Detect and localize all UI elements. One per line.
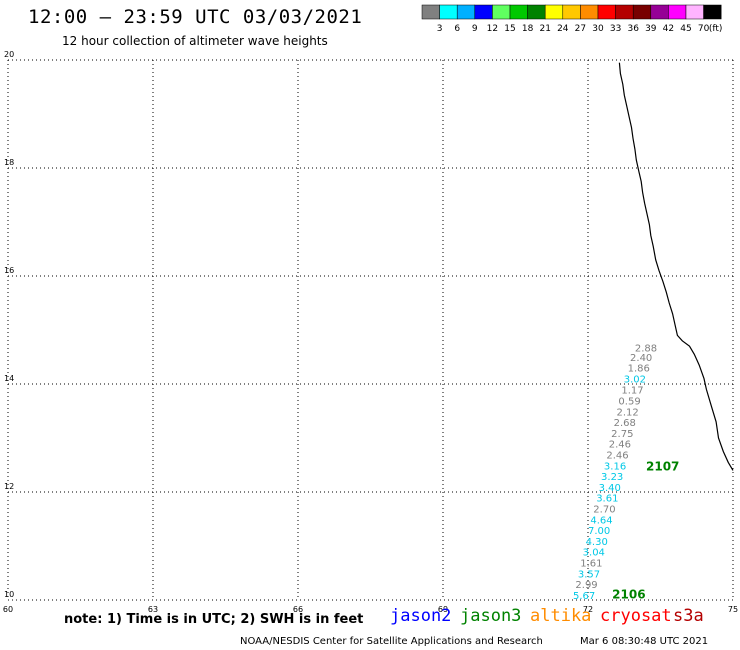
colorbar-tick-label: 27 [575,24,586,34]
wave-height-point: 2.46 [609,440,631,451]
wave-height-point: 3.04 [583,548,605,559]
chart-grid [7,59,734,601]
axis-tick-labels: 60 63 66 69 72 75 10 12 14 16 18 20 [3,50,738,614]
wave-height-point: 3.02 [624,374,646,385]
colorbar-tick-label: 15 [504,24,515,34]
x-tick-label: 60 [3,605,13,614]
colorbar-tick-label: 12 [487,24,498,34]
colorbar-swatch [421,4,440,20]
legend-s3a: s3a [673,606,704,626]
colorbar-swatch [562,4,581,20]
color-scale-legend: 3 6 9 12 15 18 21 24 27 30 33 36 39 42 45 70 (ft) [421,4,723,34]
wave-height-point: 3.23 [601,472,623,483]
wave-height-point: 3.40 [599,483,621,494]
coastline [618,62,734,471]
x-tick-label: 66 [293,605,303,614]
wave-height-points: 2.882.401.863.021.170.592.122.682.752.46… [573,344,679,602]
colorbar-swatch [668,4,687,20]
legend-jason2: jason2 [390,606,452,626]
colorbar-swatch [439,4,458,20]
wave-height-point: 4.64 [590,515,612,526]
wave-height-point: 0.59 [618,397,640,408]
track-number-label: 2107 [646,459,679,473]
chart-title: 12:00 – 23:59 UTC 03/03/2021 [28,6,363,28]
colorbar-tick-label: 3 [437,24,443,34]
colorbar-tick-label: 21 [539,24,550,34]
colorbar-swatch [580,4,599,20]
wave-height-point: 7.00 [588,526,610,537]
wave-height-point: 1.86 [628,364,650,375]
legend-cryosat: cryosat [600,606,672,626]
wave-height-point: 5.67 [573,591,595,602]
colorbar-swatch [615,4,634,20]
wave-height-point: 2.99 [575,580,597,591]
colorbar-swatch [544,4,564,20]
legend-jason3: jason3 [460,606,522,626]
legend-altika: altika [530,606,592,626]
footer-timestamp: Mar 6 08:30:48 UTC 2021 [580,636,709,647]
colorbar-tick-label: 9 [472,24,478,34]
wave-height-point: 1.17 [621,386,643,397]
y-tick-label: 14 [4,374,14,383]
x-tick-label: 75 [728,605,738,614]
wave-height-point: 3.61 [596,494,618,505]
colorbar-swatch [474,4,493,20]
colorbar-tick-label: 33 [610,24,621,34]
colorbar-swatch [492,4,511,20]
colorbar-swatch [456,4,476,20]
colorbar-swatch [703,4,722,20]
colorbar-swatch [597,4,616,20]
y-tick-label: 16 [4,266,14,275]
note-text: note: 1) Time is in UTC; 2) SWH is in fe… [64,612,364,627]
colorbar-tick-label: 30 [592,24,604,34]
wave-height-point: 2.88 [635,344,657,355]
wave-height-point: 1.61 [580,559,602,570]
wave-height-point: 2.46 [606,451,628,462]
y-tick-label: 12 [4,482,14,491]
track-number-label: 2106 [612,587,645,601]
colorbar-swatch [685,4,704,20]
footer-organization: NOAA/NESDIS Center for Satellite Applica… [240,636,543,647]
y-tick-label: 10 [4,590,14,599]
x-tick-label: 63 [148,605,158,614]
coastline-map [618,62,734,471]
colorbar-tick-label: 24 [557,24,569,34]
colorbar-tick-label: 39 [645,24,657,34]
wave-height-point: 2.70 [593,505,615,516]
colorbar-unit-label: (ft) [709,24,723,34]
wave-height-point: 4.30 [586,537,608,548]
colorbar-tick-label: 36 [627,24,639,34]
colorbar-swatch [527,4,546,20]
colorbar-swatch [509,4,528,20]
colorbar-tick-label: 18 [522,24,534,34]
colorbar-tick-label: 42 [663,24,674,34]
wave-height-point: 2.12 [617,407,639,418]
wave-height-point: 2.40 [630,353,652,364]
colorbar-tick-label: 6 [454,24,460,34]
colorbar-swatch [632,4,652,20]
x-tick-label: 72 [583,605,593,614]
y-tick-label: 18 [4,158,14,167]
x-tick-label: 69 [438,605,448,614]
wave-height-point: 2.75 [611,429,633,440]
wave-height-point: 3.16 [604,461,626,472]
colorbar-swatch [650,4,669,20]
wave-height-point: 2.68 [614,418,636,429]
y-tick-label: 20 [4,50,14,59]
colorbar-tick-label: 45 [680,24,691,34]
wave-height-point: 3.57 [578,569,600,580]
colorbar-tick-label: 70 [698,24,710,34]
chart-subtitle: 12 hour collection of altimeter wave hei… [62,34,328,48]
